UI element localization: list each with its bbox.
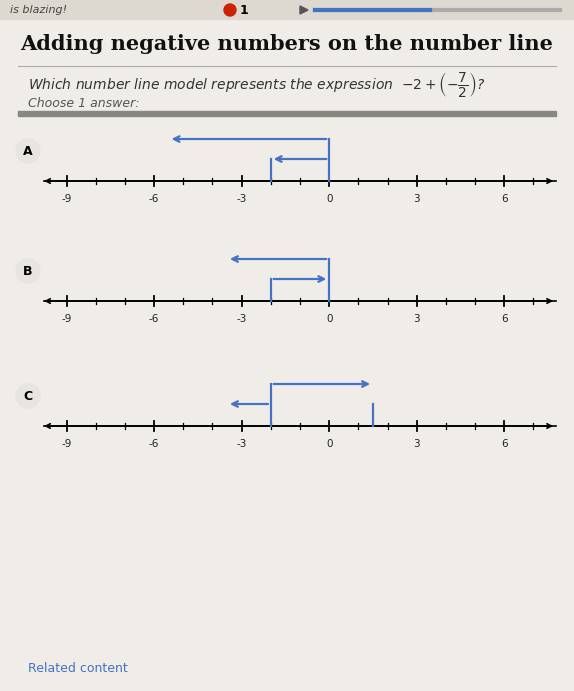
Text: -3: -3 bbox=[236, 439, 247, 449]
Text: -3: -3 bbox=[236, 314, 247, 324]
Text: 6: 6 bbox=[501, 194, 507, 204]
Text: -9: -9 bbox=[61, 194, 72, 204]
Text: 0: 0 bbox=[326, 194, 332, 204]
Text: Related content: Related content bbox=[28, 663, 128, 676]
Text: -3: -3 bbox=[236, 194, 247, 204]
Text: Which number line model represents the expression  $-2+\left(-\dfrac{7}{2}\right: Which number line model represents the e… bbox=[28, 70, 486, 99]
Circle shape bbox=[16, 384, 40, 408]
Text: 3: 3 bbox=[413, 314, 420, 324]
Text: -6: -6 bbox=[149, 194, 160, 204]
Text: 0: 0 bbox=[326, 439, 332, 449]
Circle shape bbox=[224, 4, 236, 16]
Text: -9: -9 bbox=[61, 314, 72, 324]
Text: A: A bbox=[23, 144, 33, 158]
Text: 3: 3 bbox=[413, 194, 420, 204]
Text: Choose 1 answer:: Choose 1 answer: bbox=[28, 97, 139, 109]
Text: B: B bbox=[24, 265, 33, 278]
Text: -6: -6 bbox=[149, 439, 160, 449]
Text: 6: 6 bbox=[501, 314, 507, 324]
Polygon shape bbox=[300, 6, 308, 14]
Text: Adding negative numbers on the number line: Adding negative numbers on the number li… bbox=[21, 34, 553, 54]
Text: -6: -6 bbox=[149, 314, 160, 324]
Text: 0: 0 bbox=[326, 314, 332, 324]
Bar bbox=[18, 111, 556, 116]
Bar bbox=[0, 0, 574, 19]
Circle shape bbox=[16, 259, 40, 283]
Text: is blazing!: is blazing! bbox=[10, 5, 67, 15]
Circle shape bbox=[16, 139, 40, 163]
Text: C: C bbox=[24, 390, 33, 402]
Text: 3: 3 bbox=[413, 439, 420, 449]
Text: 6: 6 bbox=[501, 439, 507, 449]
Text: 1: 1 bbox=[240, 3, 249, 17]
Text: -9: -9 bbox=[61, 439, 72, 449]
